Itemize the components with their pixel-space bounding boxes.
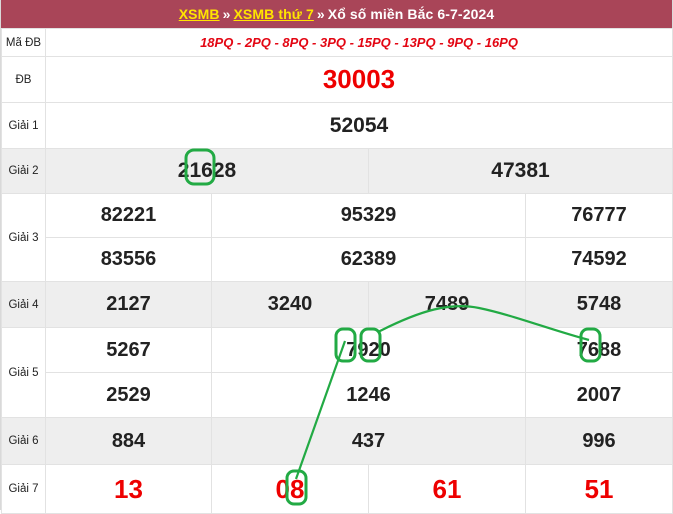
giai-4-value-2: 3240: [211, 281, 369, 328]
giai-2-value-2: 47381: [367, 148, 673, 194]
giai-5-value-6: 2007: [524, 372, 673, 418]
giai-6-value-2: 437: [211, 417, 526, 465]
table-row-giai-3-b: 83556 62389 74592: [2, 237, 673, 282]
row-label-giai-7: Giải 7: [1, 464, 46, 514]
row-label-giai-6: Giải 6: [1, 417, 46, 465]
giai-4-value-1: 2127: [45, 281, 212, 328]
table-row-giai-3-a: Giải 3 82221 95329 76777: [1, 193, 673, 282]
table-row-giai-2: Giải 2 21628 47381: [1, 148, 673, 194]
giai-5-value-1: 5267: [45, 327, 212, 373]
giai-3-value-2: 95329: [211, 193, 526, 238]
breadcrumb-link-xsmb[interactable]: XSMB: [178, 6, 220, 22]
row-label-ma-db: Mã ĐB: [1, 28, 46, 57]
giai-5-value-4: 2529: [45, 372, 212, 418]
row-label-giai-4: Giải 4: [1, 281, 46, 328]
giai-3-value-3: 76777: [524, 193, 673, 238]
row-label-giai-3: Giải 3: [1, 193, 46, 282]
table-row-giai-5-a: Giải 5 5267 7920 7688: [1, 327, 673, 418]
breadcrumb-separator-1: »: [222, 6, 231, 22]
table-row-giai-6: Giải 6 884 437 996: [1, 417, 673, 465]
table-row-db: ĐB 30003: [1, 56, 673, 103]
giai-5-value-2: 7920: [211, 327, 526, 373]
breadcrumb-separator-2: »: [316, 6, 325, 22]
giai-7-value-1: 13: [45, 464, 212, 514]
giai-5-value-5: 1246: [211, 372, 526, 418]
giai-2-value-1: 21628: [45, 148, 369, 194]
giai-4-value-4: 5748: [524, 281, 673, 328]
table-row-ma-db: Mã ĐB 18PQ - 2PQ - 8PQ - 3PQ - 15PQ - 13…: [1, 28, 673, 57]
ma-db-value: 18PQ - 2PQ - 8PQ - 3PQ - 15PQ - 13PQ - 9…: [44, 28, 673, 57]
giai-3-value-5: 62389: [211, 237, 526, 282]
table-row-giai-7: Giải 7 13 08 61 51: [1, 464, 673, 514]
table-row-giai-5-b: 2529 1246 2007: [2, 372, 673, 418]
lottery-results-table: Mã ĐB 18PQ - 2PQ - 8PQ - 3PQ - 15PQ - 13…: [1, 28, 673, 514]
giai-4-value-3: 7489: [368, 281, 526, 328]
giai-3-value-6: 74592: [524, 237, 673, 282]
giai-3-value-4: 83556: [45, 237, 212, 282]
giai-3-value-1: 82221: [45, 193, 212, 238]
row-label-db: ĐB: [1, 56, 46, 103]
giai-6-value-1: 884: [45, 417, 212, 465]
db-value: 30003: [44, 56, 673, 103]
table-row-giai-4: Giải 4 2127 3240 7489 5748: [1, 281, 673, 328]
row-label-giai-2: Giải 2: [1, 148, 46, 194]
row-label-giai-5: Giải 5: [1, 327, 46, 418]
giai-1-value: 52054: [44, 102, 673, 149]
giai-7-value-4: 51: [524, 464, 673, 514]
table-row-giai-1: Giải 1 52054: [1, 102, 673, 149]
giai-6-value-3: 996: [524, 417, 673, 465]
giai-7-value-3: 61: [368, 464, 526, 514]
giai-5-value-3: 7688: [524, 327, 673, 373]
page-title-bar: XSMB» XSMB thứ 7» Xổ số miền Bắc 6-7-2024: [1, 0, 672, 28]
row-label-giai-1: Giải 1: [1, 102, 46, 149]
breadcrumb-link-xsmb-thu-7[interactable]: XSMB thứ 7: [233, 6, 314, 22]
giai-7-value-2: 08: [211, 464, 369, 514]
page-title-text: Xổ số miền Bắc 6-7-2024: [327, 6, 495, 22]
